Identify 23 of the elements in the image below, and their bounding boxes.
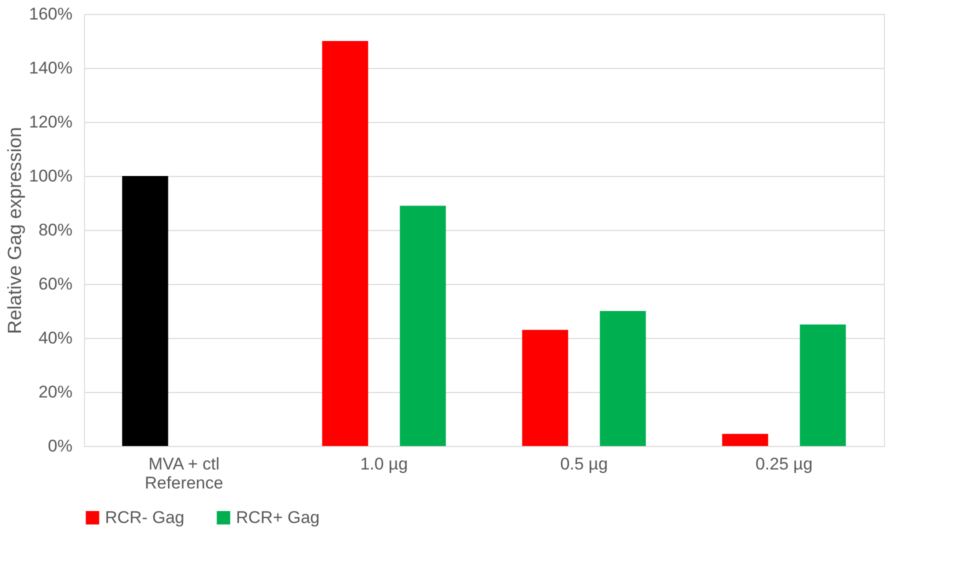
legend-label: RCR- Gag [105,508,184,527]
y-tick-label: 0% [48,436,72,456]
x-tick-label: 0.25 µg [755,454,813,474]
bar [322,41,368,446]
x-tick-label: 0.5 µg [560,454,608,474]
y-tick-label: 40% [38,328,72,348]
bar [600,311,646,446]
bar [122,176,168,446]
y-axis-title: Relative Gag expression [5,127,26,334]
bar [522,330,568,446]
legend-label: RCR+ Gag [236,508,320,527]
bar [800,324,846,446]
y-tick-label: 140% [29,58,72,78]
x-tick-label: 1.0 µg [360,454,408,474]
y-tick-label: 80% [38,220,72,240]
bar [400,206,446,446]
y-tick-label: 160% [29,4,72,24]
y-tick-label: 60% [38,274,72,294]
y-tick-label: 100% [29,166,72,186]
y-tick-label: 120% [29,112,72,132]
y-tick-label: 20% [38,382,72,402]
x-tick-label: MVA + ctl Reference [144,454,224,492]
bar [722,434,768,446]
